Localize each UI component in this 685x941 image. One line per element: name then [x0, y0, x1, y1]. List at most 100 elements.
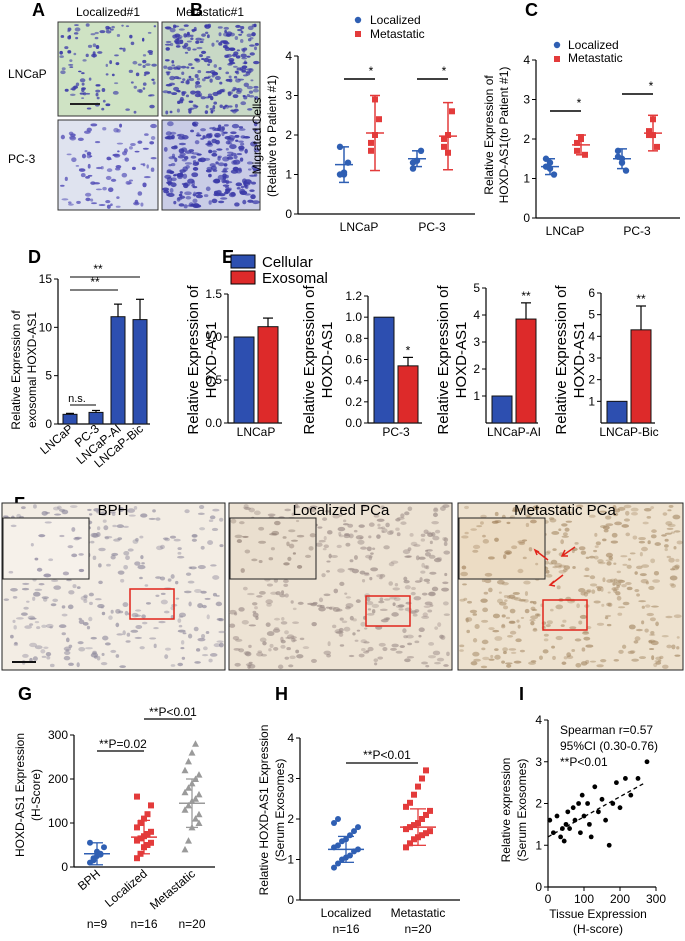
cell-texture [481, 578, 486, 583]
cell-texture [73, 52, 77, 56]
cell-texture [522, 539, 528, 542]
cell-texture [34, 588, 43, 592]
cell-texture [251, 602, 258, 606]
cell-texture [393, 597, 401, 602]
cell-texture [618, 649, 624, 654]
cell-texture [185, 572, 192, 576]
cell-texture [667, 523, 676, 528]
panel-e3-chart: Relative Expression of HOXD-AS1 12345**L… [435, 281, 541, 439]
cell-texture [639, 573, 647, 577]
cell-texture [96, 526, 101, 531]
cell-texture [187, 580, 195, 584]
cell-texture [425, 565, 430, 570]
cell-texture [291, 512, 295, 517]
cell-texture [191, 538, 197, 542]
cell-texture [271, 530, 280, 536]
cell-texture [325, 606, 330, 609]
cell-texture [177, 555, 185, 559]
cell-texture [648, 640, 653, 644]
legend-swatch-exosomal [230, 270, 256, 285]
y-tick-label: 4 [588, 329, 595, 343]
cell-texture [236, 153, 242, 156]
cell-texture [150, 167, 155, 172]
cell-texture [256, 595, 263, 598]
inset-zoom [2, 517, 90, 580]
x-tick-label: LNCaP [237, 425, 276, 439]
stat-ci: 95%CI (0.30-0.76) [560, 739, 658, 753]
cell-texture [674, 564, 680, 569]
cell-texture [112, 90, 119, 95]
cell-texture [650, 605, 659, 608]
cell-texture [283, 579, 289, 583]
cell-texture [432, 535, 440, 541]
cell-texture [246, 33, 252, 38]
cell-texture [395, 527, 400, 531]
cell-texture [621, 524, 629, 528]
cell-texture [232, 109, 237, 114]
n-h-metastatic: n=20 [404, 922, 431, 936]
cell-texture [140, 163, 144, 166]
cell-texture [20, 612, 28, 616]
cell-texture [71, 157, 77, 163]
cell-texture [240, 53, 247, 58]
cell-texture [353, 555, 358, 560]
cell-texture [427, 609, 433, 613]
cell-texture [121, 24, 124, 27]
cell-texture [670, 568, 676, 571]
cell-texture [77, 137, 84, 141]
cell-texture [95, 166, 103, 170]
cell-texture [135, 537, 139, 542]
cell-texture [42, 597, 48, 602]
cell-texture [402, 628, 407, 634]
cell-texture [211, 42, 215, 47]
cell-texture [436, 556, 443, 561]
cell-texture [217, 124, 222, 129]
data-point [335, 842, 341, 849]
legend-dot-localized [553, 41, 561, 49]
cell-texture [164, 43, 171, 46]
data-point [185, 757, 192, 765]
cell-texture [200, 137, 204, 140]
cell-texture [267, 513, 276, 517]
cell-texture [105, 30, 112, 34]
cell-texture [366, 596, 371, 602]
data-point [188, 749, 196, 756]
cell-texture [366, 546, 372, 552]
cell-texture [545, 573, 553, 578]
cell-texture [142, 59, 147, 64]
cell-texture [234, 36, 239, 40]
cell-texture [105, 73, 109, 76]
cell-texture [87, 44, 93, 48]
cell-texture [622, 601, 630, 606]
x-tick-label: Metastatic [147, 867, 198, 913]
y-tick-label: 4 [287, 731, 294, 745]
x-tick-label: 0 [545, 892, 552, 906]
cell-texture [206, 56, 211, 59]
cell-texture [228, 47, 235, 51]
data-point [409, 159, 417, 166]
cell-texture [139, 646, 145, 650]
cell-texture [197, 512, 205, 516]
cell-texture [253, 173, 258, 177]
cell-texture [12, 595, 18, 599]
cell-texture [653, 662, 658, 668]
cell-texture [142, 182, 147, 188]
cell-texture [41, 655, 47, 658]
cell-texture [58, 508, 66, 512]
cell-texture [83, 599, 88, 604]
cell-texture [176, 89, 181, 93]
data-point [355, 824, 361, 831]
cell-texture [379, 608, 388, 612]
cell-texture [204, 24, 210, 27]
cell-texture [170, 614, 174, 619]
cell-texture [85, 92, 91, 95]
cell-texture [505, 616, 511, 620]
cell-texture [513, 660, 522, 664]
cell-texture [602, 538, 607, 542]
cell-texture [342, 523, 350, 526]
cell-texture [412, 613, 418, 617]
cell-texture [52, 506, 60, 511]
cell-texture [288, 543, 295, 549]
cell-texture [339, 581, 345, 587]
cell-texture [150, 136, 156, 141]
